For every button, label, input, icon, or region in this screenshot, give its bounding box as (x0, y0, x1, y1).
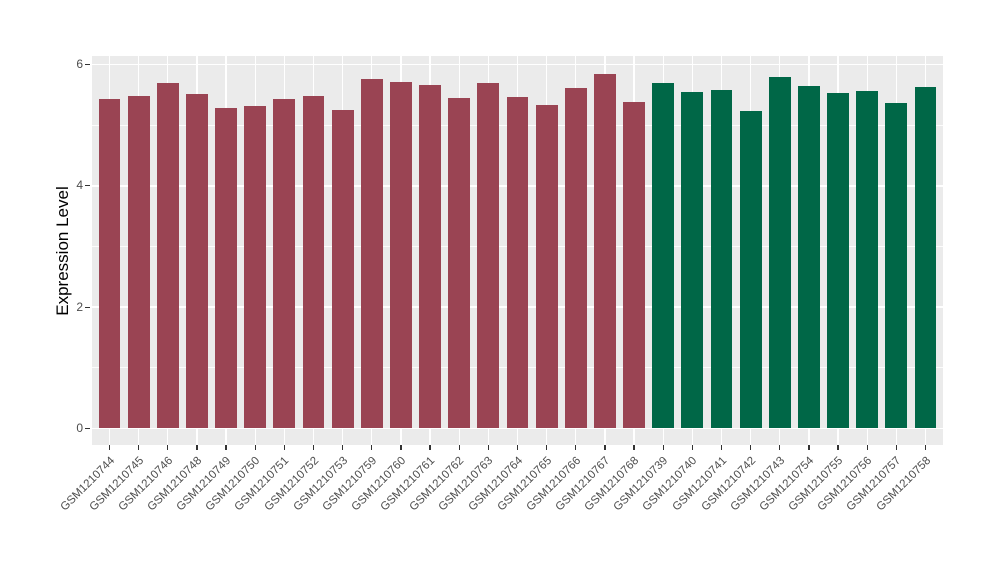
y-tick-label: 0 (76, 420, 83, 435)
x-tick-mark (837, 445, 839, 450)
x-tick-mark (546, 445, 548, 450)
bar (506, 96, 529, 429)
chart-panel (92, 56, 943, 445)
x-tick-mark (167, 445, 169, 450)
bar (215, 107, 237, 429)
bar (768, 76, 791, 429)
bar (156, 83, 179, 429)
y-tick-mark (85, 185, 90, 187)
y-tick-label: 2 (76, 299, 83, 314)
bar (535, 105, 558, 429)
bar (302, 96, 325, 429)
y-tick-mark (85, 64, 90, 66)
y-tick-label: 6 (76, 57, 83, 72)
x-tick-mark (662, 445, 664, 450)
x-tick-mark (254, 445, 256, 450)
x-tick-mark (225, 445, 227, 450)
bar (273, 98, 296, 429)
bar (331, 109, 354, 429)
x-tick-mark (458, 445, 460, 450)
x-tick-mark (779, 445, 781, 450)
bar (185, 93, 208, 429)
bar (710, 89, 733, 429)
x-tick-mark (691, 445, 693, 450)
x-tick-mark (371, 445, 373, 450)
x-tick-mark (108, 445, 111, 450)
x-tick-mark (516, 445, 519, 450)
bar (856, 91, 879, 429)
bar (127, 96, 150, 429)
bar (244, 105, 267, 429)
x-tick-mark (196, 445, 198, 450)
y-tick-mark (85, 306, 90, 308)
bar (564, 87, 587, 429)
bar (652, 82, 675, 429)
bar (739, 111, 762, 429)
y-axis-title: Expression Level (53, 185, 72, 316)
bar (594, 73, 616, 429)
x-tick-mark (487, 445, 489, 450)
bar (914, 87, 937, 429)
bar (98, 99, 121, 429)
bar (477, 82, 500, 429)
y-tick-mark (85, 427, 90, 429)
x-tick-mark (924, 445, 927, 450)
bar (448, 98, 471, 429)
bar (681, 91, 704, 429)
x-tick-mark (633, 445, 635, 450)
bar (389, 81, 412, 429)
x-tick-mark (342, 445, 344, 450)
x-tick-mark (575, 445, 577, 450)
x-tick-mark (895, 445, 897, 450)
y-tick-label: 4 (76, 178, 83, 193)
bar (419, 85, 441, 429)
bar (885, 103, 908, 429)
bar (827, 92, 849, 429)
bar (798, 85, 820, 429)
x-tick-mark (138, 445, 140, 450)
x-tick-mark (866, 445, 868, 450)
x-tick-mark (400, 445, 402, 450)
x-tick-mark (720, 445, 723, 450)
bar (360, 79, 383, 429)
x-tick-mark (808, 445, 810, 450)
x-tick-mark (312, 445, 315, 450)
x-tick-mark (604, 445, 606, 450)
x-tick-mark (750, 445, 752, 450)
x-tick-mark (283, 445, 285, 450)
bar (623, 102, 645, 429)
x-tick-mark (429, 445, 431, 450)
